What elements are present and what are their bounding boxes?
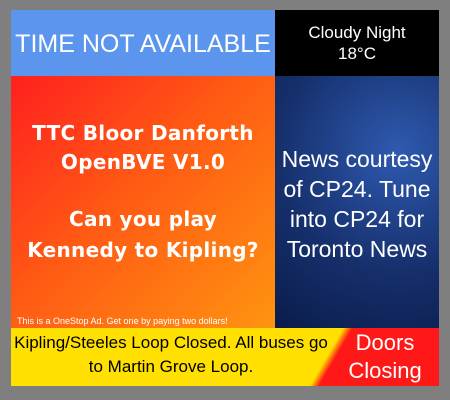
- ad-panel: TTC Bloor Danforth OpenBVE V1.0 Can you …: [11, 76, 275, 328]
- ad-title: TTC Bloor Danforth OpenBVE V1.0: [11, 119, 275, 177]
- ad-footer: This is a OneStop Ad. Get one by paying …: [17, 316, 228, 326]
- weather-temperature: 18°C: [338, 44, 376, 63]
- ticker-message: Kipling/Steeles Loop Closed. All buses g…: [14, 333, 328, 376]
- news-panel: News courtesy of CP24. Tune into CP24 fo…: [275, 76, 439, 328]
- doors-closing-label: Doors Closing: [348, 330, 422, 383]
- time-text: TIME NOT AVAILABLE: [15, 30, 271, 58]
- ad-question-line1: Can you play: [68, 207, 218, 231]
- ticker-background: [11, 328, 439, 386]
- weather-condition: Cloudy Night: [308, 23, 406, 42]
- ad-question: Can you play Kennedy to Kipling?: [11, 204, 275, 266]
- ad-title-line2: OpenBVE V1.0: [60, 150, 226, 174]
- weather-panel: Cloudy Night 18°C: [275, 10, 439, 76]
- ad-question-line2: Kennedy to Kipling?: [27, 238, 259, 262]
- ad-title-line1: TTC Bloor Danforth: [32, 121, 254, 145]
- time-panel: TIME NOT AVAILABLE: [11, 10, 275, 76]
- ticker-bar: Kipling/Steeles Loop Closed. All buses g…: [11, 328, 439, 386]
- news-text: News courtesy of CP24. Tune into CP24 fo…: [281, 146, 433, 262]
